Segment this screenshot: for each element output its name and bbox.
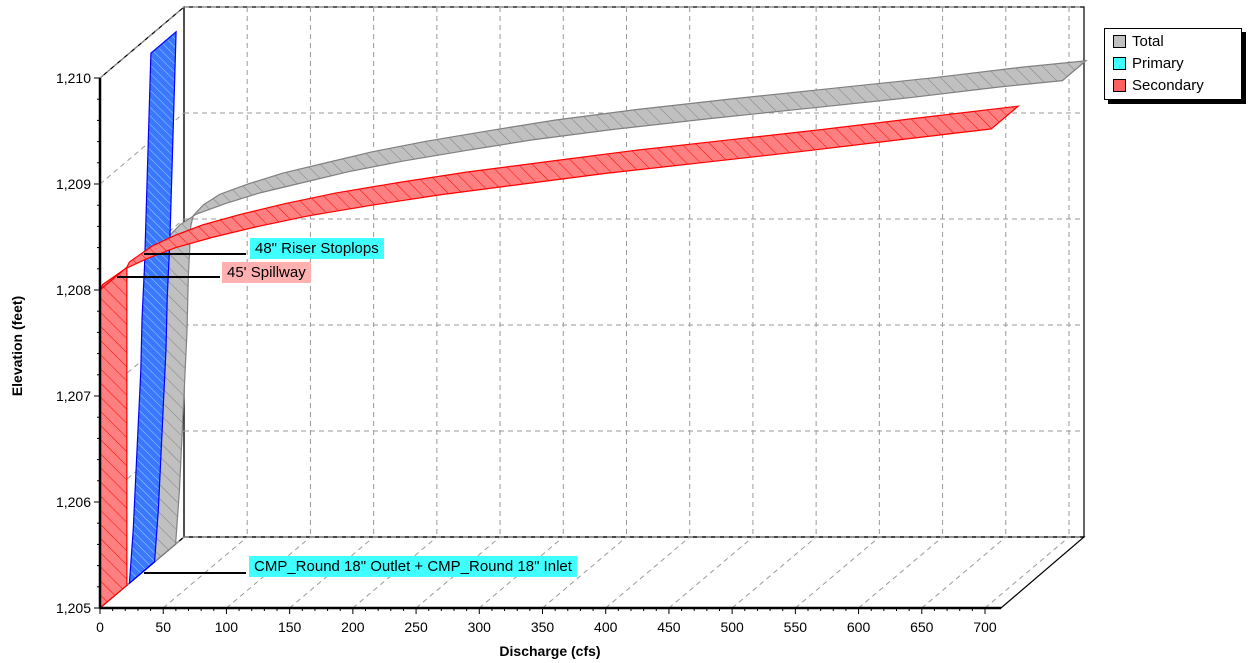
x-tick-label: 400 [594,619,618,635]
legend-item-primary: Primary [1105,53,1241,73]
x-tick-label: 650 [910,619,934,635]
x-tick-label: 700 [973,619,997,635]
gridline-v-floor [731,536,817,609]
series-primary-ribbon [128,30,177,585]
y-tick-label: 1,207 [56,388,91,404]
gridline-v-floor [795,536,880,609]
series-primary-base [129,561,155,584]
x-tick-label: 250 [404,619,428,635]
gridline-v-floor [858,536,943,609]
annotation-leaders [117,253,246,574]
x-tick-label: 350 [531,619,555,635]
annotation-culvert: CMP_Round 18" Outlet + CMP_Round 18" Inl… [249,556,577,577]
gridline-v-floor [605,536,691,609]
x-tick-label: 500 [720,619,744,635]
series-total-ribbon [151,59,1088,566]
series-total-base [151,543,176,565]
gridline-v-floor [668,536,754,609]
x-tick-label: 300 [468,619,492,635]
gridline-v-floor [921,536,1007,609]
annotation-spillway: 45' Spillway [222,262,311,283]
gridline-v-floor [984,536,1070,609]
series-secondary-ribbon [99,105,1021,291]
x-tick-label: 200 [341,619,365,635]
chart-axes: 1,205 1,206 1,207 1,208 1,209 1,210 0 50 100 150 2… [56,70,1001,635]
y-tick-label: 1,210 [56,70,91,86]
x-tick-label: 150 [278,619,302,635]
y-tick-label: 1,208 [56,282,91,298]
gridline-h-side [99,6,185,79]
chart-series [99,30,1088,610]
legend-item-secondary: Secondary [1105,75,1241,95]
chart-grid [99,6,1084,609]
x-axis-title: Discharge (cfs) [499,643,600,659]
legend-label-total: Total [1132,32,1164,50]
y-axis-title: Elevation (feet) [9,296,25,396]
legend-swatch-total [1113,34,1126,48]
y-tick-label: 1,209 [56,176,91,192]
floor [98,536,1086,609]
x-tick-label: 50 [155,619,171,635]
y-tick-label: 1,206 [56,494,91,510]
gridline-v-floor [542,536,627,609]
legend-label-secondary: Secondary [1132,76,1204,94]
legend-swatch-secondary [1113,78,1126,92]
annotation-riser-stoplogs: 48" Riser Stoplops [250,238,384,259]
y-tick-label: 1,205 [56,600,91,616]
x-tick-label: 100 [215,619,239,635]
x-tick-label: 550 [784,619,808,635]
series-secondary-base [99,265,128,610]
legend-swatch-primary [1113,56,1126,70]
legend-item-total: Total [1105,31,1241,51]
chart-legend: Total Primary Secondary [1104,28,1242,100]
legend-label-primary: Primary [1132,54,1184,72]
x-tick-label: 600 [847,619,871,635]
x-tick-label: 0 [96,619,104,635]
x-tick-label: 450 [657,619,681,635]
